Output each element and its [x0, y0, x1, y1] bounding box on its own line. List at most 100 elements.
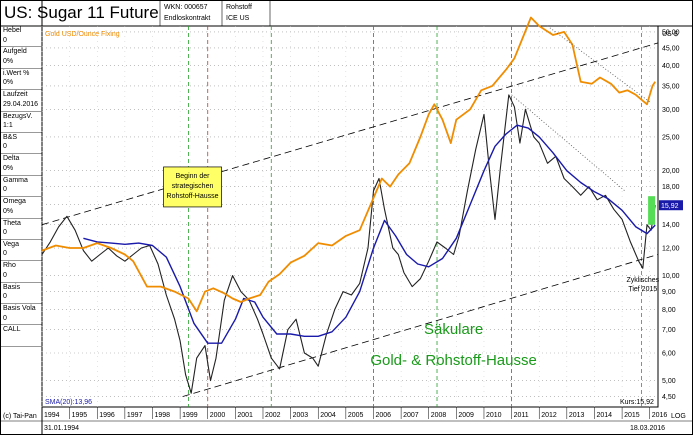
channel-trendline — [41, 42, 659, 226]
annotation-box-text: Beginn der — [176, 173, 211, 180]
sidebar-item: Omega 0% — [0, 197, 42, 219]
x-tick-label: 2000 — [210, 412, 226, 419]
end-date-label: 18.03.2016 — [630, 425, 666, 432]
y-tick-label: 20,00 — [662, 168, 680, 175]
sidebar-item: Theta 0 — [0, 219, 42, 240]
y-tick-label: 30,00 — [662, 107, 680, 114]
y-tick-label: 50,00 — [662, 29, 680, 36]
x-tick-label: 1999 — [182, 412, 198, 419]
main-annotation-line1: Säkulare — [424, 321, 483, 338]
x-tick-label: 2008 — [431, 412, 447, 419]
y-tick-label: 12,00 — [662, 246, 680, 253]
sidebar-item: Basis Vola 0 — [0, 304, 42, 326]
sidebar-item-label: Basis Vola — [3, 305, 36, 313]
x-tick-label: 2001 — [237, 412, 253, 419]
sidebar-item-value: 29.04.2016 — [3, 100, 39, 108]
x-tick-label: 2014 — [596, 412, 612, 419]
x-tick-label: 2015 — [624, 412, 640, 419]
category-label: Rohstoff — [226, 4, 252, 11]
sidebar-item: CALL — [0, 325, 42, 347]
sidebar-item-value: 0% — [3, 57, 14, 65]
main-annotation-line2: Gold- & Rohstoff-Hausse — [370, 352, 536, 369]
sma-line — [83, 124, 656, 344]
dotted-trend-line — [511, 94, 626, 192]
start-date-label: 31.01.1994 — [44, 425, 80, 432]
sidebar-item-value: 0 — [3, 314, 7, 322]
sidebar-item-label: Aufgeld — [3, 48, 27, 56]
price-value-label: Kurs:15,92 — [620, 399, 654, 406]
sidebar-item-label: Delta — [3, 155, 20, 163]
sidebar-item-label: B&S — [3, 133, 18, 141]
y-tick-label: 7,00 — [662, 327, 676, 334]
sidebar-item: Hebel 0 — [0, 26, 42, 48]
annotation-box — [163, 166, 222, 208]
y-tick-label: 10,00 — [662, 273, 680, 280]
x-tick-label: 2007 — [403, 412, 419, 419]
y-tick-label: 5,00 — [662, 378, 676, 385]
channel-trendline — [182, 254, 659, 397]
y-tick-label: 4,50 — [662, 394, 676, 401]
sidebar-item-label: BezugsV. — [3, 112, 33, 120]
annotation-box-text: Rohstoff-Hausse — [167, 193, 219, 200]
x-tick-label: 2003 — [293, 412, 309, 419]
x-tick-label: 2011 — [514, 412, 529, 419]
dotted-trend-line — [547, 25, 650, 103]
sidebar-item: i.Wert % 0% — [0, 69, 42, 91]
sidebar-item-value: 0% — [3, 79, 14, 87]
y-tick-label: 14,00 — [662, 222, 680, 229]
sidebar-item-value: 0 — [3, 143, 7, 151]
current-highlight — [648, 196, 656, 225]
sidebar-item-value: 0% — [3, 207, 14, 215]
sidebar-item-value: 0 — [3, 36, 7, 44]
sidebar-item: Laufzeit 29.04.2016 — [0, 90, 42, 112]
sidebar-item: BezugsV. 1:1 — [0, 112, 42, 133]
x-tick-label: 2013 — [569, 412, 585, 419]
log-scale-label: LOG — [671, 413, 686, 420]
sidebar-item-value: 0 — [3, 229, 7, 237]
indicator-sidebar: Hebel 0 Aufgeld 0% i.Wert % 0% Laufzeit 29.04.2… — [0, 26, 42, 347]
chart-title: US: Sugar 11 Future — [4, 3, 159, 22]
x-tick-label: 2016 — [652, 412, 668, 419]
sidebar-item: Vega 0 — [0, 240, 42, 262]
sidebar-item-label: CALL — [3, 326, 21, 334]
cyclical-low-label: Zyklisches — [626, 277, 659, 284]
x-tick-label: 2005 — [348, 412, 364, 419]
sidebar-item-label: Laufzeit — [3, 91, 28, 99]
y-tick-label: 45,00 — [662, 45, 680, 52]
x-tick-label: 2004 — [320, 412, 336, 419]
sidebar-item-label: Hebel — [3, 27, 22, 34]
sidebar-item-label: Rho — [3, 262, 16, 270]
x-tick-label: 1997 — [127, 412, 143, 419]
x-tick-label: 1996 — [99, 412, 115, 419]
sugar-price-line — [41, 94, 656, 394]
exchange-label: ICE US — [226, 15, 250, 22]
x-tick-label: 2010 — [486, 412, 502, 419]
sidebar-item: B&S 0 — [0, 133, 42, 155]
sidebar-item-value: 1:1 — [3, 122, 13, 130]
y-tick-label: 8,00 — [662, 307, 676, 314]
sidebar-item-value: 0% — [3, 164, 14, 172]
currency-label: US-$ — [662, 31, 678, 38]
y-tick-label: 35,00 — [662, 83, 680, 90]
sidebar-item-value: 0 — [3, 271, 7, 279]
sidebar-item-label: Theta — [3, 219, 21, 227]
sidebar-item-label: i.Wert % — [3, 69, 30, 77]
x-tick-label: 1998 — [154, 412, 170, 419]
x-tick-label: 2002 — [265, 412, 281, 419]
sidebar-item-value: 0 — [3, 186, 7, 194]
contract-label: Endloskontrakt — [164, 15, 211, 22]
sidebar-item: Aufgeld 0% — [0, 47, 42, 69]
sidebar-item-value: 0 — [3, 250, 7, 258]
x-tick-label: 2009 — [458, 412, 474, 419]
current-value-badge — [659, 200, 683, 211]
x-tick-label: 1994 — [44, 412, 60, 419]
gold-line — [41, 16, 656, 313]
sma-value-label: SMA(20):13,96 — [45, 399, 92, 406]
current-value-text: 15,92 — [661, 203, 679, 210]
sidebar-item: Rho 0 — [0, 261, 42, 283]
sidebar-item: Delta 0% — [0, 154, 42, 176]
y-tick-label: 25,00 — [662, 134, 680, 141]
copyright-label: (c) Tai-Pan — [3, 413, 37, 420]
wkn-label: WKN: 000657 — [164, 4, 208, 11]
x-tick-label: 2012 — [541, 412, 557, 419]
